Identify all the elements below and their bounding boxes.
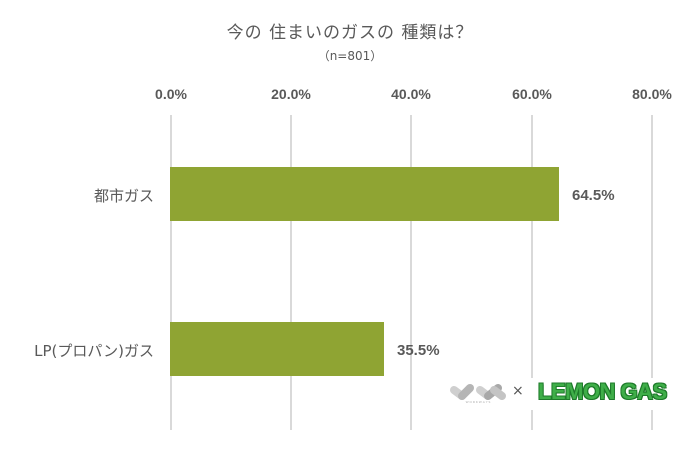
value-label: 64.5% (572, 187, 615, 204)
chart-subtitle: （n=801） (317, 49, 383, 63)
cross-symbol: × (512, 383, 524, 399)
value-label: 35.5% (397, 342, 440, 359)
bar (170, 322, 384, 376)
category-label: LP(プロパン)ガス (34, 342, 154, 360)
x-tick-0: 0.0% (155, 86, 187, 102)
gridline (410, 115, 412, 430)
gridline (651, 115, 653, 430)
gridline (531, 115, 533, 430)
x-tick-40: 40.0% (391, 86, 431, 102)
chart-title: 今の 住まいのガスの 種類は？ (226, 23, 474, 43)
branding-area: W O R K W A Y S × LEMON GAS (448, 378, 678, 410)
x-tick-60: 60.0% (512, 86, 552, 102)
gridline (170, 115, 172, 430)
wm-logo-icon: W O R K W A Y S (450, 384, 506, 404)
x-tick-20: 20.0% (271, 86, 311, 102)
category-label: 都市ガス (93, 187, 154, 205)
bar (170, 167, 559, 221)
x-tick-80: 80.0% (632, 86, 672, 102)
svg-text:W O R K W A Y S: W O R K W A Y S (466, 400, 491, 404)
gridline (290, 115, 292, 430)
lemon-gas-logo: LEMON GAS (538, 379, 667, 404)
